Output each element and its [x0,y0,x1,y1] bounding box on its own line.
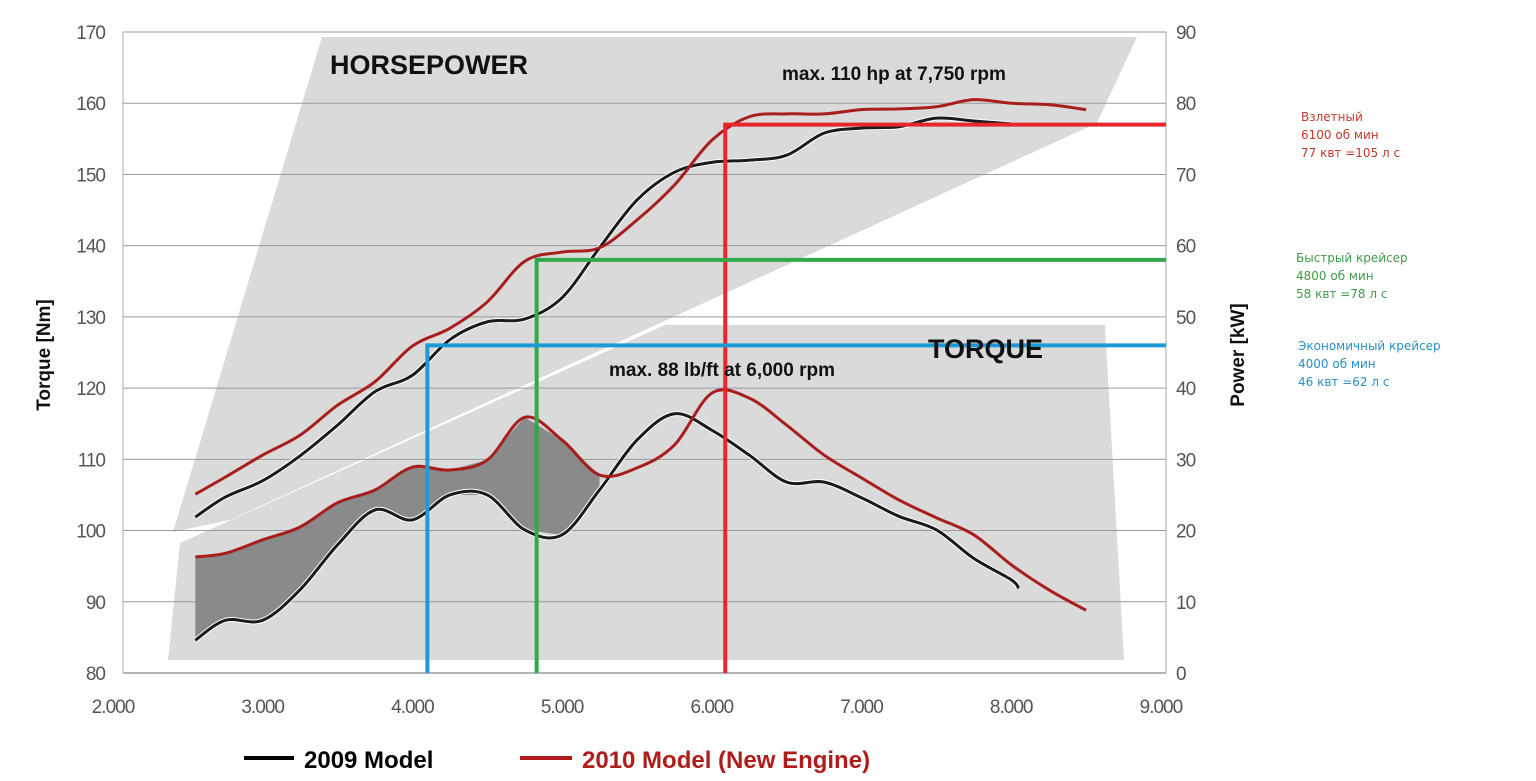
gridlines [122,31,1167,674]
operating-point-note-line: 58 квт =78 л с [1296,287,1387,301]
y2-tick-label: 90 [1176,23,1196,44]
operating-point-note-line: Взлетный [1301,110,1363,124]
max-hp-annotation: max. 110 hp at 7,750 rpm [782,64,1006,85]
x-tick-label: 2.000 [92,697,135,718]
y2-tick-label: 30 [1176,450,1196,471]
y2-tick-label: 70 [1176,165,1196,186]
y2-axis-label: Power [kW] [1228,303,1249,406]
x-tick-label: 9.000 [1140,697,1183,718]
y-tick-label: 120 [76,379,105,400]
torque-band [168,325,1124,660]
torque-label: TORQUE [928,334,1043,364]
operating-point-note-line: 4800 об мин [1296,269,1374,283]
y2-tick-label: 80 [1176,94,1196,115]
operating-point-lines [425,122,1166,673]
y2-tick-label: 60 [1176,237,1196,258]
y-tick-label: 100 [76,522,105,543]
max-torque-annotation: max. 88 lb/ft at 6,000 rpm [609,360,835,381]
y-tick-label: 110 [78,450,106,471]
y-tick-label: 140 [76,237,105,258]
y-tick-label: 90 [86,593,106,614]
x-tick-label: 5.000 [541,697,584,718]
y2-tick-label: 40 [1176,379,1196,400]
torque-difference-fill [195,417,600,641]
x-tick-label: 7.000 [840,697,883,718]
operating-point-note-line: 6100 об мин [1301,128,1379,142]
background-bands [168,37,1137,660]
operating-point-note-line: 77 квт =105 л с [1301,146,1400,160]
x-tick-label: 4.000 [391,697,434,718]
y2-tick-label: 10 [1176,593,1196,614]
x-tick-label: 8.000 [990,697,1033,718]
legend-label-2009: 2009 Model [304,747,433,774]
horsepower-band [173,37,1137,532]
y-tick-label: 130 [76,308,105,329]
y-axis-label: Torque [Nm] [34,299,55,411]
series-lines [193,98,1087,643]
x-tick-label: 3.000 [241,697,284,718]
series-line-2009-model-torque [194,412,1020,642]
operating-point-note-line: 4000 об мин [1298,357,1376,371]
y2-tick-label: 50 [1176,308,1196,329]
operating-point-note-line: 46 квт =62 л с [1298,375,1389,389]
legend-label-2010: 2010 Model (New Engine) [582,747,870,774]
y2-tick-label: 20 [1176,522,1196,543]
x-tick-label: 6.000 [691,697,734,718]
y-tick-label: 160 [76,94,105,115]
operating-point-notes: Взлетный 6100 об мин 77 квт =105 л с Быстры… [1296,110,1441,389]
y-tick-label: 150 [76,165,105,186]
torque-gap-area [195,417,600,641]
y2-tick-label: 0 [1176,664,1186,685]
y-tick-label: 170 [76,23,105,44]
horsepower-label: HORSEPOWER [330,50,528,80]
series-line-2010-model-power [194,98,1087,496]
operating-point-note-line: Быстрый крейсер [1296,251,1408,265]
tick-labels: 80 90 100 110 120 130 140 150 160 170 0 10 20 30 40 50 6… [76,23,1196,718]
operating-point-note-line: Экономичный крейсер [1298,339,1441,353]
y-tick-label: 80 [86,664,106,685]
series-line-2010-model-torque [195,388,1087,612]
legend: 2009 Model 2010 Model (New Engine) [244,747,870,774]
